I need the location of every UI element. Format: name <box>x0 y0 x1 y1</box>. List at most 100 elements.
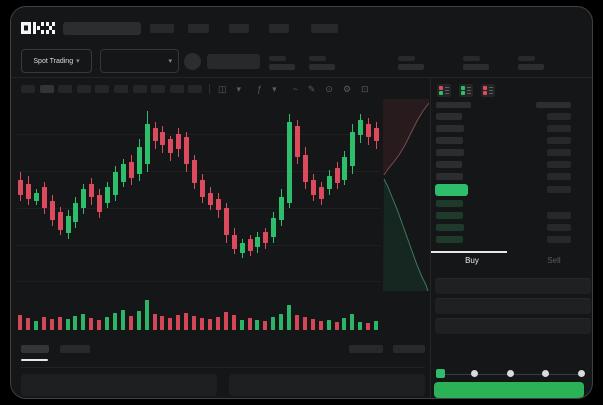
market-type-label: Spot Trading <box>33 57 74 65</box>
candle <box>358 120 364 136</box>
slider-stop[interactable] <box>577 370 585 377</box>
candle <box>81 189 87 209</box>
candle <box>57 212 63 230</box>
nav-item[interactable] <box>269 24 289 33</box>
volume-bar <box>73 316 78 330</box>
book-combined-icon[interactable] <box>437 84 451 97</box>
bottom-action-chip[interactable] <box>393 345 425 353</box>
interval-button[interactable] <box>169 85 184 93</box>
last-price-amount-bar <box>547 186 571 193</box>
interval-button[interactable] <box>95 85 110 93</box>
candle <box>279 196 285 220</box>
ask-amount-bar <box>547 125 571 132</box>
book-bids-icon[interactable] <box>459 84 473 97</box>
bottom-action-chip[interactable] <box>349 345 383 353</box>
bottom-tab[interactable] <box>21 345 49 353</box>
volume-bar <box>113 312 117 330</box>
candle <box>33 193 39 201</box>
interval-button[interactable] <box>58 85 73 93</box>
chevron-down-icon[interactable]: ▾ <box>272 83 277 94</box>
ask-amount-bar <box>547 173 571 180</box>
candle <box>113 172 118 195</box>
market-type-dropdown[interactable]: Spot Trading ▾ <box>21 49 92 73</box>
slider-stop[interactable] <box>435 369 445 378</box>
nav-item[interactable] <box>150 24 174 33</box>
volume-bar <box>49 318 54 330</box>
last-price-badge[interactable] <box>435 184 468 196</box>
interval-button[interactable] <box>39 85 54 93</box>
volume-bar <box>318 321 323 330</box>
volume-bar <box>200 318 204 330</box>
camera-icon[interactable]: ⊙ <box>325 83 333 94</box>
fullscreen-icon[interactable]: ⊡ <box>361 83 369 94</box>
draw-icon[interactable]: ✎ <box>307 83 316 94</box>
tab-buy[interactable]: Buy <box>465 256 479 265</box>
pair-select[interactable]: ▾ <box>100 49 179 73</box>
bid-amount-bar <box>547 224 571 231</box>
gridline <box>17 171 381 172</box>
volume-bar <box>247 318 252 330</box>
candle <box>160 131 166 145</box>
interval-button[interactable] <box>21 85 35 93</box>
candle <box>239 243 245 253</box>
interval-button[interactable] <box>76 85 91 93</box>
volume-bar <box>374 321 379 330</box>
search-input[interactable] <box>63 22 141 35</box>
slider-stop[interactable] <box>542 370 549 377</box>
ask-price-bar <box>436 137 463 144</box>
order-form-input[interactable] <box>435 298 591 314</box>
candle-style-icon[interactable]: ◫ <box>218 83 227 94</box>
bottom-tab[interactable] <box>60 345 90 353</box>
ask-price-bar <box>436 125 464 132</box>
volume-bar <box>263 321 268 330</box>
bottom-panel-right <box>229 374 425 396</box>
order-form-input[interactable] <box>435 278 591 294</box>
order-form-input[interactable] <box>435 318 591 334</box>
ask-price-bar <box>436 161 462 168</box>
interval-button[interactable] <box>188 85 203 93</box>
volume-bar <box>310 319 315 330</box>
chart-toolbar-icons: ◫ ▾ ƒ ▾ ~ ✎ ⊙ ⚙ ⊡ <box>209 83 369 95</box>
depth-strip <box>383 99 430 292</box>
volume-bar <box>168 318 173 330</box>
order-book-panel: Buy Sell <box>430 77 592 398</box>
volume-bar <box>184 313 189 330</box>
settings-icon[interactable]: ⚙ <box>342 83 352 94</box>
buy-submit-button[interactable] <box>434 382 584 398</box>
book-asks-icon[interactable] <box>481 84 495 97</box>
line-tool-icon[interactable]: ~ <box>292 84 298 94</box>
candle <box>318 187 324 199</box>
volume-bar <box>295 315 299 330</box>
nav-item[interactable] <box>311 24 338 33</box>
candle <box>295 125 300 157</box>
app-window: OKX Spot Trading ▾ ▾ ◫ ▾ ƒ ▾ ~ ✎ ⊙ ⚙ ⊡ <box>10 6 593 399</box>
chevron-down-icon[interactable]: ▾ <box>236 83 242 94</box>
price-chart[interactable] <box>17 99 381 291</box>
okx-logo-mark <box>21 22 55 34</box>
candle <box>310 179 316 195</box>
candle <box>334 168 340 184</box>
bid-price-bar <box>436 212 463 219</box>
interval-button[interactable] <box>132 85 147 93</box>
stat-value <box>463 64 489 70</box>
indicators-icon[interactable]: ƒ <box>257 84 263 94</box>
candle <box>207 193 213 205</box>
interval-button[interactable] <box>151 85 166 93</box>
candle <box>105 187 110 203</box>
bid-price-bar <box>436 236 463 243</box>
volume-bar <box>144 300 149 330</box>
interval-button[interactable] <box>114 85 128 93</box>
volume-bar <box>152 313 157 330</box>
candle <box>65 216 71 234</box>
nav-item[interactable] <box>229 24 249 33</box>
bid-price-bar <box>436 200 463 207</box>
stat-value <box>398 64 424 70</box>
orderbook-header-amount <box>536 102 571 108</box>
nav-item[interactable] <box>188 24 209 33</box>
slider-stop[interactable] <box>471 370 478 377</box>
tab-sell[interactable]: Sell <box>547 256 561 265</box>
candle <box>144 124 150 165</box>
slider-stop[interactable] <box>506 370 514 377</box>
candle <box>302 154 308 182</box>
volume-bar <box>136 310 141 330</box>
